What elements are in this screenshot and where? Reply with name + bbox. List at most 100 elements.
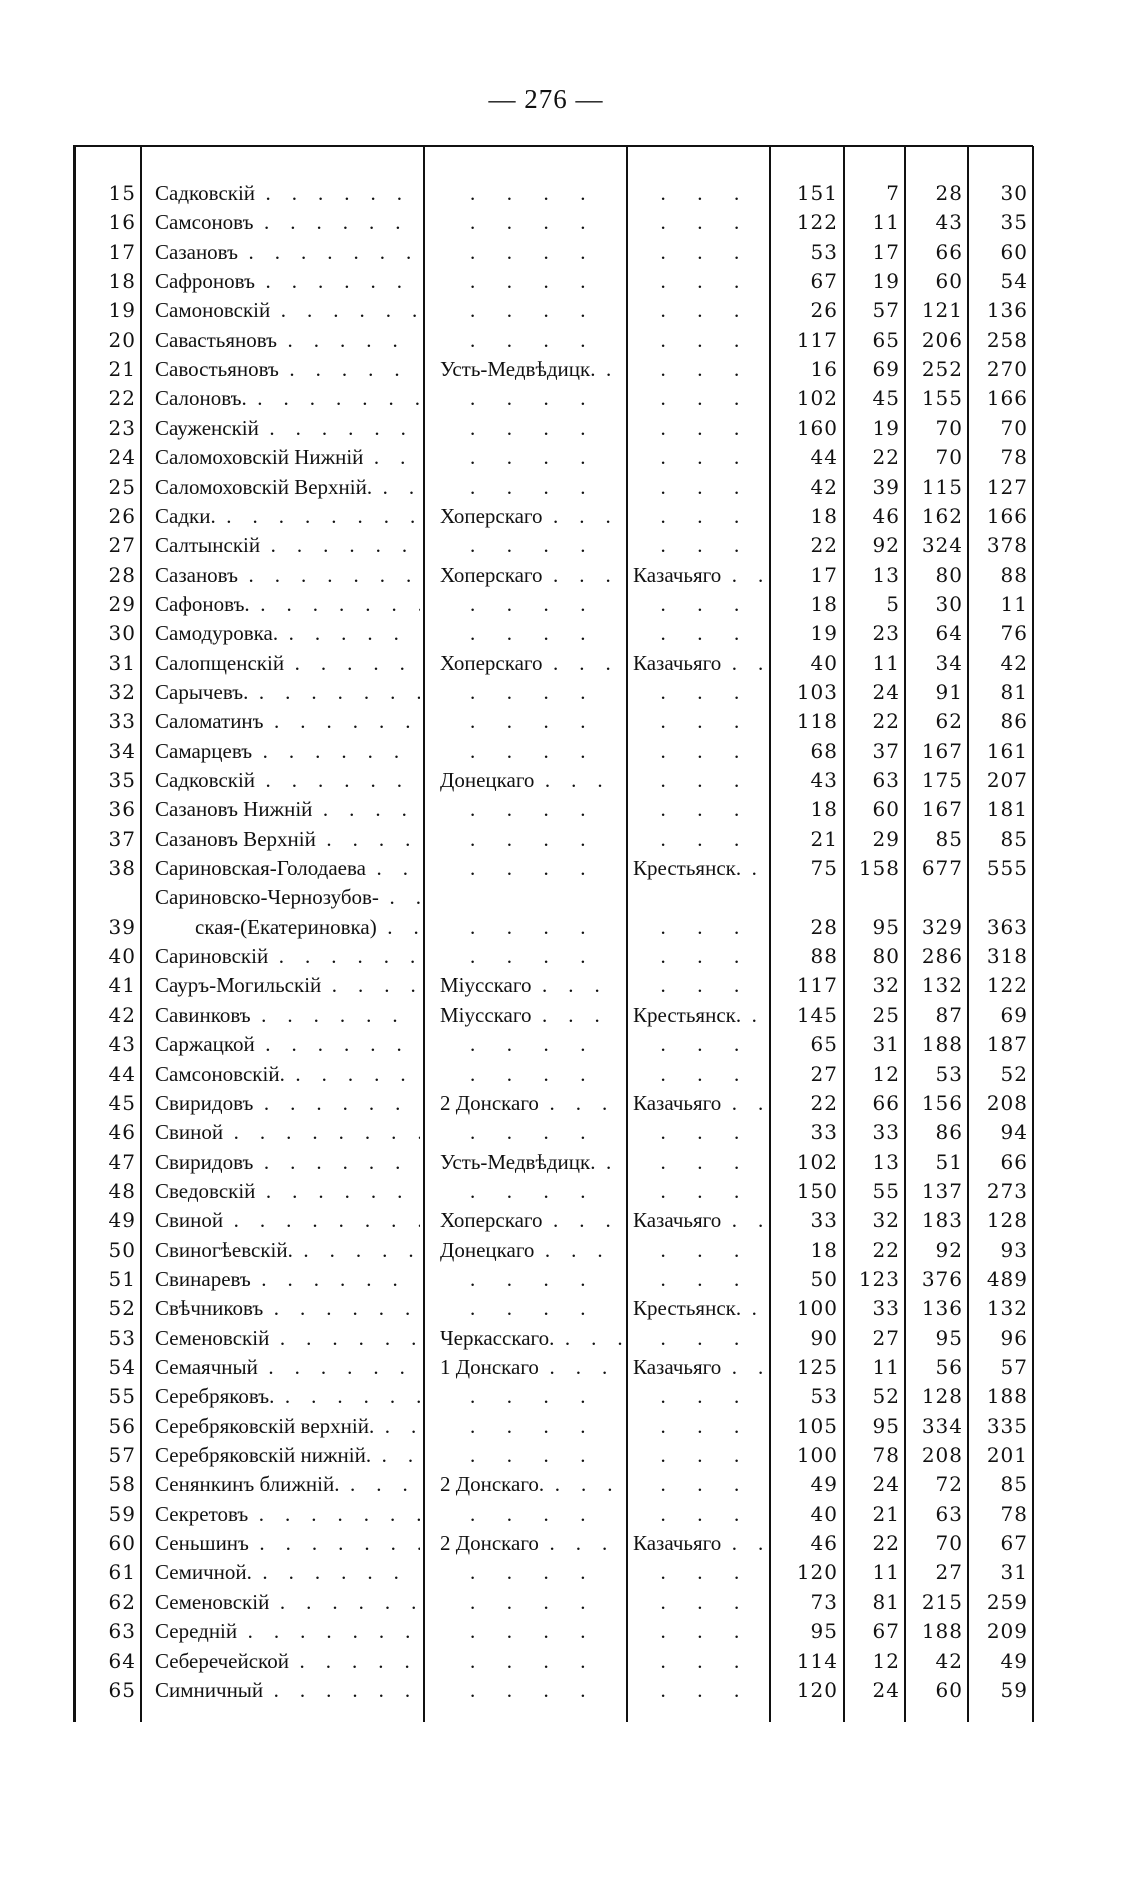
category-empty [650, 590, 765, 619]
settlement-name-text: Самсоновскій. [155, 1061, 285, 1086]
category-empty [650, 384, 765, 413]
value-col3: 42 [935, 1648, 963, 1673]
settlement-name: Самсоновскій. [155, 1060, 420, 1089]
district-empty [470, 473, 620, 502]
district-empty [470, 443, 620, 472]
value-col1: 40 [810, 650, 838, 675]
district: 1 Донскаго [440, 1353, 622, 1382]
value-col1: 118 [796, 709, 838, 734]
dot-leader [741, 1001, 767, 1030]
category-empty [650, 913, 765, 942]
settlement-name-text: Сазановъ Верхній [155, 826, 316, 851]
dot-leader [284, 649, 420, 678]
value-col1: 88 [810, 944, 838, 969]
dot-leader [379, 883, 420, 912]
district-empty [470, 1382, 620, 1411]
row-number: 35 [108, 768, 136, 792]
value-col1: 67 [810, 269, 838, 294]
dot-leader [264, 707, 420, 736]
category-empty [650, 1118, 765, 1147]
value-col2: 21 [872, 1501, 900, 1526]
category-empty [650, 1441, 765, 1470]
district: Міусскаго [440, 1001, 622, 1030]
dot-leader [251, 1001, 420, 1030]
row-number: 40 [108, 944, 136, 969]
district: Хоперскаго [440, 1206, 622, 1235]
value-col3: 334 [921, 1413, 963, 1438]
district-empty [470, 1118, 620, 1147]
settlement-name-text: Салтынскій [155, 533, 261, 558]
dot-leader [269, 1588, 420, 1617]
value-col4: 85 [1000, 1472, 1028, 1497]
settlement-name-text: Сазановъ [155, 239, 238, 264]
value-col2: 11 [872, 1355, 900, 1379]
row-number: 16 [108, 210, 136, 235]
value-col1: 145 [796, 1002, 838, 1027]
category-text: Казачьяго [633, 650, 722, 675]
settlement-name: Сауръ-Могильскій [155, 971, 420, 1000]
category: Крестьянск. [633, 854, 767, 883]
settlement-name: Сазановъ Верхній [155, 825, 420, 854]
dot-leader [544, 1470, 622, 1499]
value-col1: 114 [796, 1648, 838, 1673]
dot-leader [285, 1060, 420, 1089]
dot-leader [366, 854, 420, 883]
value-col2: 60 [872, 797, 900, 822]
settlement-name: Садки. [155, 502, 420, 531]
value-col2: 24 [872, 679, 900, 704]
settlement-name: Салоновъ. [155, 384, 420, 413]
settlement-name: Секретовъ [155, 1500, 420, 1529]
district-text: 2 Донскаго [440, 1531, 539, 1556]
value-col1: 100 [796, 1443, 838, 1468]
settlement-name-text: Сариновско-Чернозубов- [155, 885, 379, 910]
settlement-name-text: Свиной [155, 1120, 224, 1145]
value-col1: 21 [810, 826, 838, 851]
settlement-name: Сазановъ [155, 238, 420, 267]
row-number: 49 [108, 1208, 136, 1233]
value-col3: 121 [921, 298, 963, 323]
category-text: Крестьянск. [633, 1296, 742, 1321]
settlement-name: Свиной [155, 1118, 420, 1147]
category-empty [650, 1500, 765, 1529]
value-col3: 188 [921, 1032, 963, 1057]
district-text: Хоперскаго [440, 1208, 543, 1233]
settlement-name-continued-text: ская-(Екатериновка) [195, 914, 377, 939]
value-col1: 117 [796, 327, 838, 352]
value-col2: 32 [872, 973, 900, 998]
value-col2: 65 [872, 327, 900, 352]
value-col2: 7 [886, 181, 900, 205]
dot-leader [293, 1236, 420, 1265]
district-empty [470, 267, 620, 296]
dot-leader [741, 1294, 767, 1323]
value-col4: 88 [1000, 562, 1028, 587]
value-col4: 85 [1000, 826, 1028, 851]
district-empty [470, 414, 620, 443]
settlement-name-text: Салопщенскій [155, 650, 285, 675]
district-empty [470, 678, 620, 707]
row-number: 31 [108, 650, 136, 675]
category-empty [650, 971, 765, 1000]
value-col2: 32 [872, 1208, 900, 1233]
dot-leader [741, 854, 767, 883]
dot-leader [252, 1558, 420, 1587]
value-col3: 72 [935, 1472, 963, 1497]
value-col3: 60 [935, 269, 963, 294]
dot-leader [543, 561, 622, 590]
value-col4: 378 [986, 533, 1028, 558]
dot-leader [251, 1265, 420, 1294]
value-col4: 78 [1000, 445, 1028, 470]
settlement-name-text: Самодуровка. [155, 621, 279, 646]
value-col4: 127 [986, 474, 1028, 499]
district-empty [470, 1617, 620, 1646]
district-text: Хоперскаго [440, 503, 543, 528]
district: Черкасскаго. [440, 1324, 622, 1353]
value-col4: 60 [1000, 239, 1028, 264]
settlement-name: Саломатинъ [155, 707, 420, 736]
value-col4: 70 [1000, 415, 1028, 440]
district-empty [470, 1588, 620, 1617]
settlement-name-text: Сазановъ [155, 562, 238, 587]
district-text: Міусскаго [440, 1002, 532, 1027]
value-col2: 31 [872, 1032, 900, 1057]
dot-leader [248, 678, 420, 707]
row-number: 54 [108, 1355, 136, 1379]
